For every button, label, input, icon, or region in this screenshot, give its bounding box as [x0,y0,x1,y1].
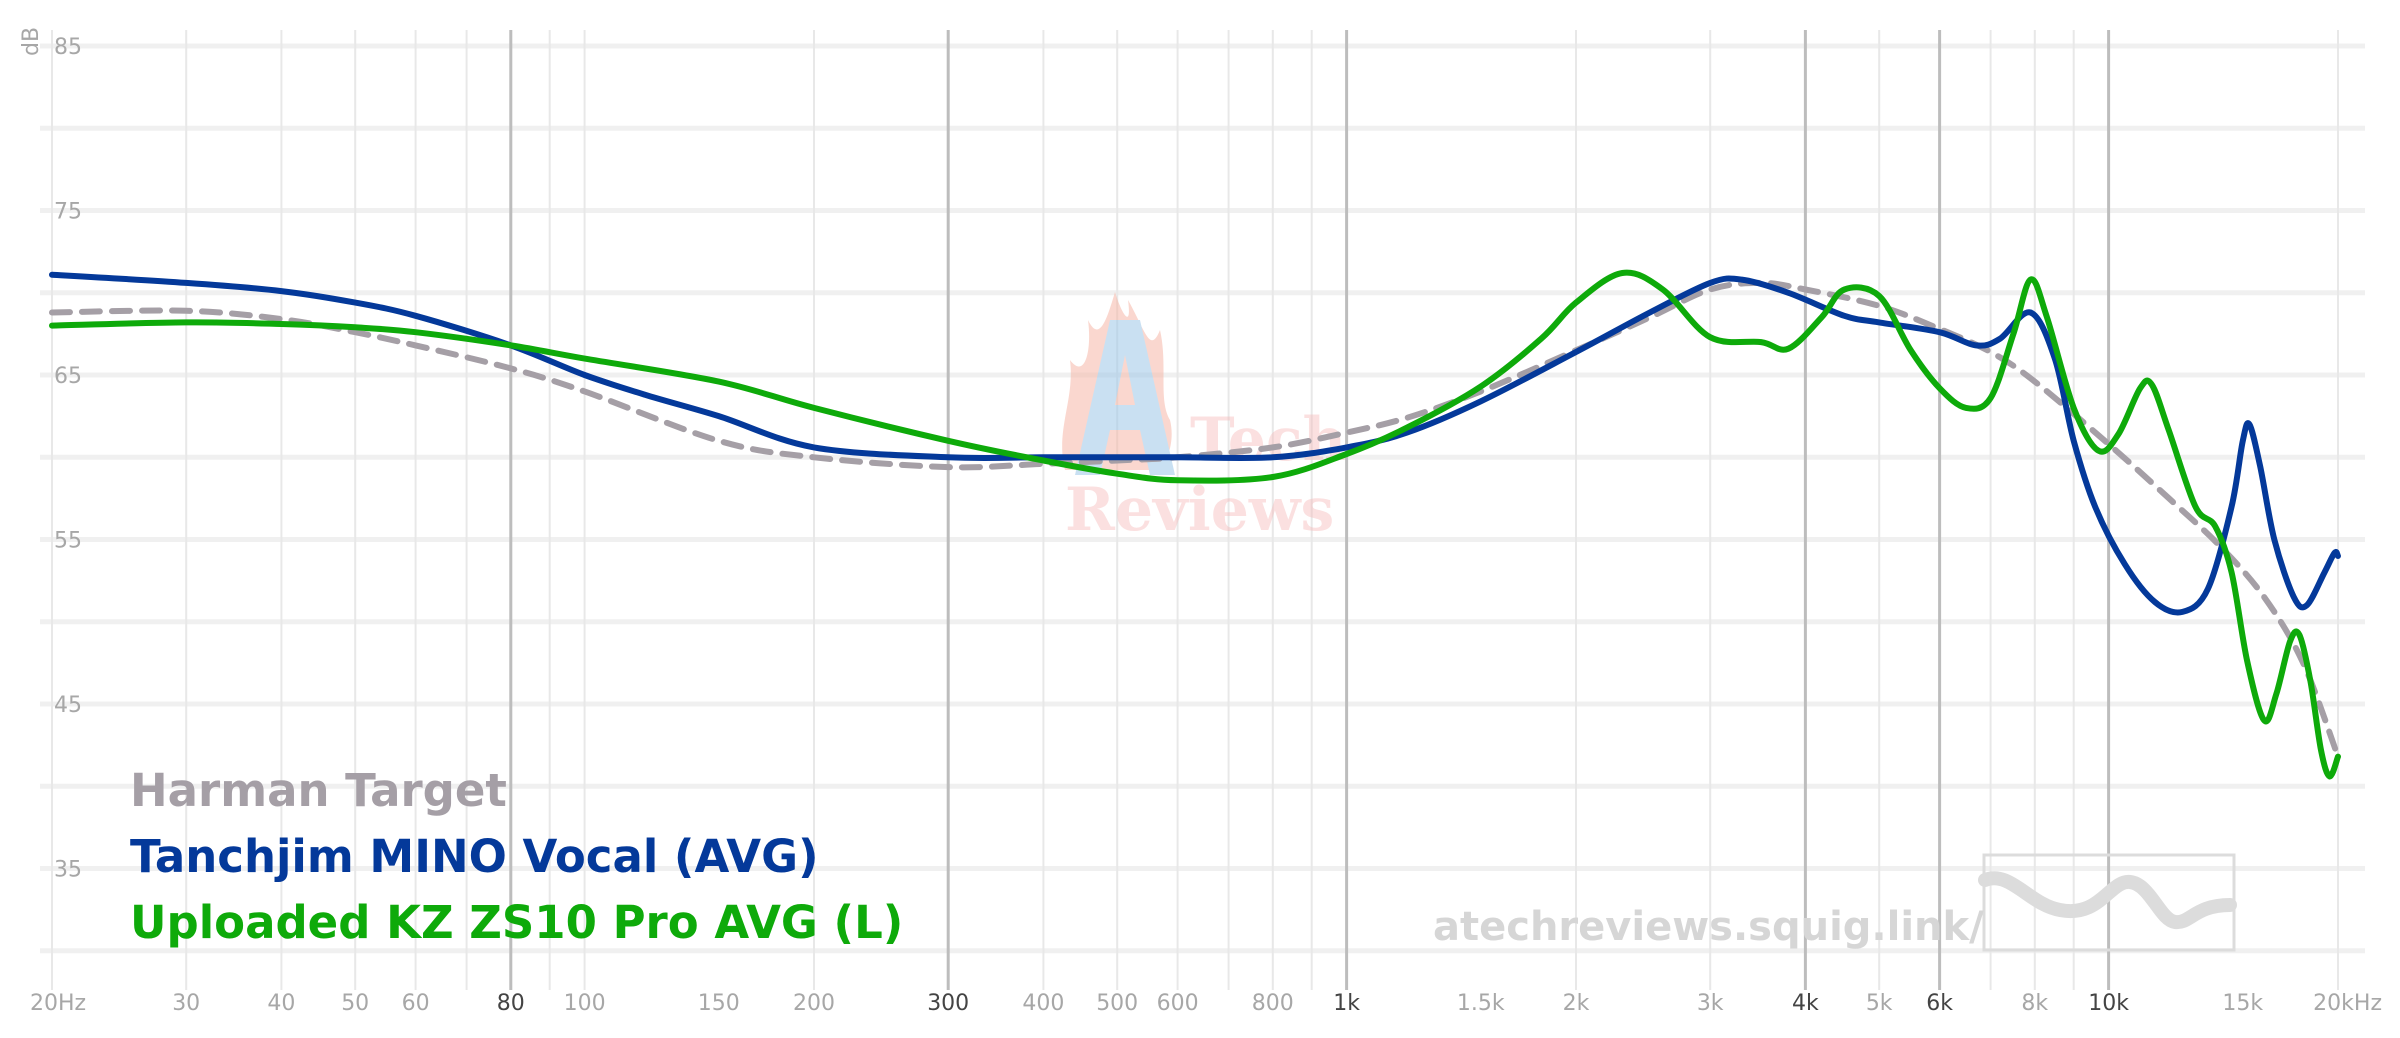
legend: Harman Target Tanchjim MINO Vocal (AVG) … [130,764,903,949]
logo-watermark: Tech Reviews [1062,292,1346,545]
y-axis-label: dB [19,27,44,56]
x-tick-label: 1k [1333,991,1360,1016]
x-tick-label: 15k [2222,991,2263,1016]
logo-word-reviews: Reviews [1065,475,1334,545]
x-tick-label: 3k [1697,991,1724,1016]
y-tick-label: 65 [54,364,82,389]
legend-kz-zs10-pro: Uploaded KZ ZS10 Pro AVG (L) [130,896,903,949]
x-tick-label: 6k [1926,991,1953,1016]
x-tick-label: 40 [267,991,295,1016]
letter-a-shape [1075,320,1175,475]
legend-tanchjim-mino-vocal: Tanchjim MINO Vocal (AVG) [130,830,819,883]
legend-harman-target: Harman Target [130,764,507,817]
squig-logo-watermark [1978,853,2237,952]
x-tick-label: 4k [1792,991,1819,1016]
x-tick-label: 30 [172,991,200,1016]
x-tick-label: 10k [2088,991,2129,1016]
vertical-gridlines [51,30,2339,990]
x-tick-label: 500 [1096,991,1138,1016]
x-tick-label: 60 [402,991,430,1016]
x-tick-label: 100 [564,991,606,1016]
series-line-0 [49,279,2341,760]
x-tick-label: 600 [1157,991,1199,1016]
x-tick-label: 20kHz [2313,991,2382,1016]
y-tick-label: 55 [54,529,82,554]
x-tick-label: 50 [341,991,369,1016]
y-axis-ticks: 85 75 65 55 45 35 [54,35,82,883]
x-tick-label: 200 [793,991,835,1016]
series-line-1 [49,271,2341,616]
x-tick-label: 80 [497,991,525,1016]
series-line-2 [49,269,2341,780]
x-tick-label: 8k [2021,991,2048,1016]
x-tick-label: 5k [1866,991,1893,1016]
x-axis-ticks: 20Hz 30 40 50 60 80 100 150 200 300 400 500 600 800 1k… [30,991,2382,1016]
x-tick-label: 800 [1252,991,1294,1016]
y-tick-label: 35 [54,858,82,883]
y-tick-label: 85 [54,35,82,60]
x-tick-label: 400 [1022,991,1064,1016]
x-tick-label: 150 [698,991,740,1016]
x-tick-label: 2k [1563,991,1590,1016]
x-tick-label: 1.5k [1457,991,1505,1016]
x-tick-label: 300 [927,991,969,1016]
x-tick-label: 20Hz [30,991,86,1016]
squig-url-watermark: atechreviews.squig.link/ [1433,904,1984,950]
y-tick-label: 75 [54,200,82,225]
y-tick-label: 45 [54,693,82,718]
curves [49,269,2341,780]
